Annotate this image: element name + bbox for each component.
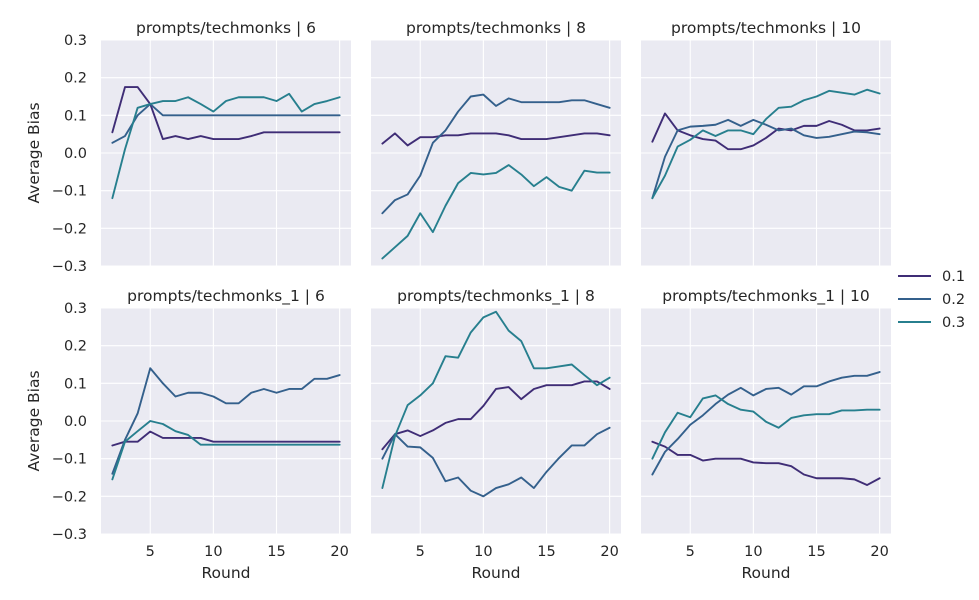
panel-3: prompts/techmonks_1 | 6 −0.3 −0.2 −0.1 0.0 0.… [25,287,351,582]
series-line-0.1 [381,380,611,451]
panel-title: prompts/techmonks_1 | 6 [127,287,325,306]
legend-item: 0.1 [898,269,965,285]
panel-5: prompts/techmonks_1 | 10 5 10 15 20 Round [641,287,891,582]
y-tick-label: 0.1 [64,108,87,124]
x-tick-label: 20 [870,544,888,560]
series-line-0.2 [651,118,881,200]
series-line-0.3 [381,310,611,489]
legend-item: 0.2 [898,292,965,308]
x-axis-label: Round [201,564,250,582]
y-tick-label: −0.2 [52,221,87,237]
y-axis-label: Average Bias [25,370,43,471]
panel-title: prompts/techmonks_1 | 8 [397,287,595,306]
x-tick-label: 15 [267,544,285,560]
legend: 0.1 0.2 0.3 [898,269,965,331]
y-tick-label: 0.2 [64,339,87,355]
series-line-0.1 [651,440,881,486]
x-tick-label: 5 [416,544,425,560]
legend-label: 0.2 [942,292,965,308]
legend-label: 0.1 [942,269,965,285]
x-tick-label: 20 [330,544,348,560]
legend-label: 0.3 [942,315,965,331]
y-axis-label: Average Bias [25,102,43,203]
series-line-0.2 [651,371,881,476]
series-line-0.2 [381,93,611,215]
y-tick-label: −0.1 [52,184,87,200]
y-tick-label: 0.3 [64,301,87,317]
panel-0: prompts/techmonks | 6 −0.3 −0.2 −0.1 0.0 0.1 0… [25,19,351,275]
series-line-0.3 [651,88,881,200]
series-line-0.1 [651,112,881,151]
panel-1: prompts/techmonks | 8 [371,19,621,267]
panel-title: prompts/techmonks | 8 [406,19,586,37]
series-line-0.3 [651,394,881,460]
y-tick-label: 0.3 [64,33,87,49]
chart-panels: prompts/techmonks | 6 −0.3 −0.2 −0.1 0.0 0.1 0… [25,19,891,582]
x-tick-label: 15 [807,544,825,560]
panel-2: prompts/techmonks | 10 [641,19,891,267]
x-tick-label: 20 [600,544,618,560]
y-tick-label: 0.0 [64,146,87,162]
y-tick-label: −0.2 [52,489,87,505]
panel-title: prompts/techmonks_1 | 10 [662,287,870,306]
y-tick-label: −0.1 [52,452,87,468]
series-line-0.2 [111,367,341,475]
x-tick-label: 10 [474,544,492,560]
y-tick-label: 0.2 [64,71,87,87]
x-tick-label: 5 [146,544,155,560]
series-line-0.1 [111,430,341,447]
series-line-0.3 [381,164,611,260]
legend-item: 0.3 [898,315,965,331]
series-line-0.3 [111,92,341,200]
series-line-0.3 [111,420,341,481]
x-tick-label: 5 [686,544,695,560]
panel-title: prompts/techmonks | 10 [671,19,861,37]
y-tick-label: 0.1 [64,376,87,392]
y-tick-label: 0.0 [64,414,87,430]
panel-title: prompts/techmonks | 6 [136,19,316,37]
panel-4: prompts/techmonks_1 | 8 5 10 15 20 Round [371,287,621,582]
series-line-0.1 [381,132,611,147]
x-tick-label: 15 [537,544,555,560]
series-line-0.2 [381,426,611,498]
x-tick-label: 10 [204,544,222,560]
x-axis-label: Round [471,564,520,582]
x-tick-label: 10 [744,544,762,560]
y-tick-label: −0.3 [52,527,87,543]
y-tick-label: −0.3 [52,259,87,275]
x-axis-label: Round [741,564,790,582]
